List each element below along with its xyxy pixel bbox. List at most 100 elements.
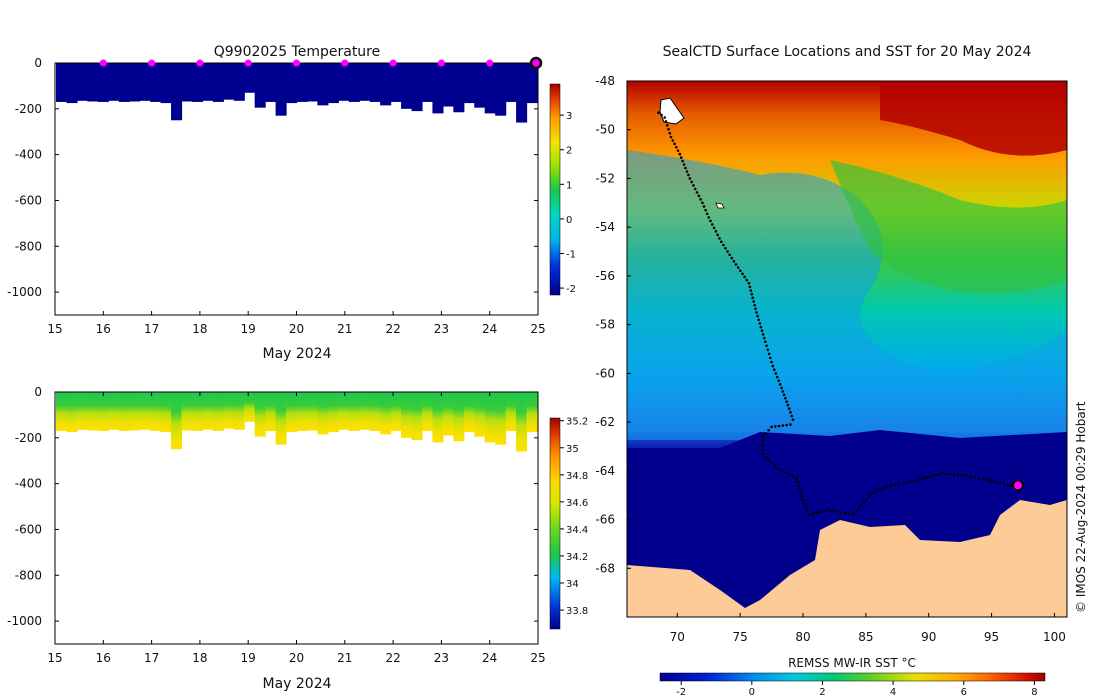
track-point bbox=[688, 177, 692, 180]
profile-marker bbox=[148, 59, 156, 67]
track-point bbox=[756, 314, 759, 318]
temperature-profile-bar bbox=[296, 63, 308, 102]
temperature-profile-bar bbox=[286, 63, 298, 104]
x-tick-label: 21 bbox=[337, 322, 352, 336]
salinity-profile-fill bbox=[56, 392, 68, 431]
salinity-profile-bar bbox=[411, 392, 423, 441]
temperature-profile-bar bbox=[191, 63, 203, 102]
current-position-marker bbox=[1011, 479, 1024, 492]
track-point bbox=[711, 223, 714, 226]
map-axes-frame bbox=[626, 80, 1068, 618]
salinity-profile-fill bbox=[139, 392, 151, 430]
track-point bbox=[956, 473, 960, 477]
temperature-profile-bar bbox=[348, 63, 360, 102]
temperature-profile-bar bbox=[244, 63, 256, 93]
temperature-profile-bar bbox=[150, 63, 162, 102]
profile-marker bbox=[486, 59, 494, 67]
profile-marker bbox=[389, 59, 397, 67]
salinity-profile-bar bbox=[191, 392, 203, 431]
track-point bbox=[806, 509, 810, 513]
temperature-profile-bar bbox=[212, 63, 224, 102]
track-point bbox=[795, 476, 799, 480]
salinity-profile-bar bbox=[181, 392, 193, 431]
x-tick-label: 15 bbox=[47, 322, 62, 336]
track-point bbox=[906, 480, 910, 484]
track-point bbox=[823, 509, 826, 513]
heard-island bbox=[715, 202, 725, 209]
sst-map-panel: SealCTD Surface Locations and SST for 20… bbox=[595, 44, 1088, 698]
track-point bbox=[1002, 482, 1006, 486]
salinity-profile-fill bbox=[484, 392, 496, 443]
colorbar-tick-label: 34.4 bbox=[566, 525, 588, 536]
temperature-profile-bar bbox=[275, 63, 287, 116]
map-x-tick-label: 85 bbox=[858, 630, 873, 644]
salinity-profile-bar bbox=[390, 392, 402, 431]
x-tick-label: 19 bbox=[241, 322, 256, 336]
x-tick-label: 23 bbox=[434, 322, 449, 336]
track-point bbox=[1009, 484, 1013, 487]
salinity-profile-fill bbox=[286, 392, 298, 433]
track-point bbox=[657, 111, 660, 114]
track-point bbox=[870, 491, 874, 495]
track-point bbox=[759, 325, 763, 329]
track-point bbox=[977, 476, 981, 480]
y-tick-label: -800 bbox=[15, 568, 42, 582]
track-point bbox=[705, 212, 709, 216]
colorbar-tick-label: 1 bbox=[566, 180, 572, 191]
green-band-patch bbox=[830, 160, 1067, 294]
map-y-tick-label: -52 bbox=[595, 171, 615, 185]
temperature-profile-bar bbox=[516, 63, 528, 123]
map-x-tick-label: 70 bbox=[670, 630, 685, 644]
seal-track bbox=[657, 111, 1016, 516]
salinity-profile-fill bbox=[118, 392, 130, 431]
track-point bbox=[1006, 484, 1010, 487]
temperature-profile-bar bbox=[265, 63, 277, 102]
track-point bbox=[761, 435, 765, 439]
map-colorbar-tick-label: 8 bbox=[1031, 687, 1037, 698]
temperature-profile-bar bbox=[223, 63, 235, 100]
salinity-colorbar-ticks: 35.2 35 34.8 34.6 34.4 34.2 34 33.8 bbox=[560, 417, 588, 617]
map-y-axis: -48 -50 -52 -54 -56 -58 -60 -62 -64 -66 -68 bbox=[595, 74, 631, 575]
y-tick-label: -1000 bbox=[7, 285, 42, 299]
profile-marker bbox=[196, 59, 204, 67]
temperature-profile-bar bbox=[526, 63, 538, 104]
track-point bbox=[990, 479, 993, 482]
track-point bbox=[743, 275, 746, 279]
salinity-profile-fill bbox=[87, 392, 99, 431]
salinity-x-axis: 15 16 17 18 19 20 21 22 23 24 25 bbox=[47, 392, 546, 665]
colorbar-tick-label: 3 bbox=[566, 111, 572, 122]
track-point bbox=[922, 477, 925, 480]
x-tick-label: 25 bbox=[530, 651, 545, 665]
y-tick-label: -400 bbox=[15, 477, 42, 491]
salinity-colorbar bbox=[549, 417, 561, 630]
track-point bbox=[728, 253, 731, 257]
map-colorbar bbox=[659, 672, 1046, 682]
salinity-profile-fill bbox=[442, 392, 454, 436]
track-point bbox=[664, 120, 668, 123]
temperature-profile-bar bbox=[233, 63, 245, 101]
track-point bbox=[761, 452, 765, 456]
x-tick-label: 25 bbox=[530, 322, 545, 336]
temperature-profile-bar bbox=[505, 63, 517, 102]
salinity-xlabel: May 2024 bbox=[262, 676, 331, 692]
salinity-profile-bar bbox=[244, 392, 256, 422]
temperature-profile-bar bbox=[181, 63, 193, 102]
track-point bbox=[716, 233, 719, 237]
map-colorbar-tick-label: 2 bbox=[819, 687, 825, 698]
temperature-profile-bar bbox=[442, 63, 454, 107]
salinity-profile-bar bbox=[421, 392, 434, 431]
temperature-profile-bar bbox=[359, 63, 371, 101]
cold-front-patch bbox=[627, 150, 1067, 440]
track-point bbox=[851, 513, 855, 516]
track-point bbox=[712, 226, 716, 230]
track-point bbox=[685, 170, 689, 173]
x-tick-label: 22 bbox=[385, 651, 400, 665]
salinity-profile-bar bbox=[97, 392, 109, 431]
track-point bbox=[868, 494, 871, 498]
salinity-profile-fill bbox=[202, 392, 214, 430]
track-point bbox=[929, 475, 932, 478]
salinity-profile-bar bbox=[254, 392, 266, 437]
temperature-profile-bar bbox=[139, 63, 151, 101]
map-colorbar-tick-label: -2 bbox=[676, 687, 686, 698]
salinity-profile-bar bbox=[505, 392, 517, 431]
